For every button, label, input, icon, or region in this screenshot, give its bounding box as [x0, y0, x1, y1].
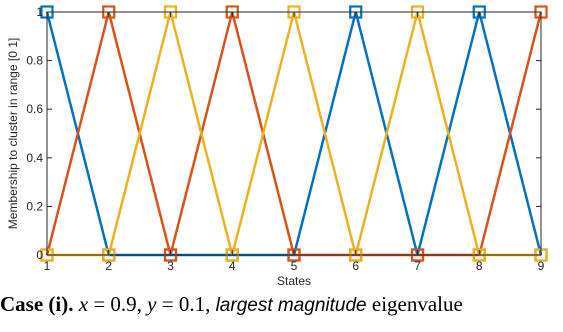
- caption-emphasis: largest magnitude: [215, 295, 367, 316]
- axes-layer: 1 2 3 4 5 6 7 8 9 0 0.2 0.4 0.6 0.8 1: [26, 5, 544, 273]
- y-tick-label: 0.6: [26, 102, 43, 116]
- caption-x-variable: x: [78, 292, 89, 316]
- y-tick-label: 0: [36, 248, 43, 262]
- y-tick-label: 0.8: [26, 54, 43, 68]
- x-tick-label: 1: [44, 259, 51, 273]
- y-axis-label: Membership to cluster in range [0 1]: [6, 38, 20, 229]
- x-tick-label: 3: [167, 259, 174, 273]
- x-tick-label: 9: [538, 259, 545, 273]
- x-tick-label: 8: [476, 259, 483, 273]
- y-tick-label: 1: [36, 5, 43, 19]
- y-tick-label: 0.4: [26, 151, 43, 165]
- membership-chart: 1 2 3 4 5 6 7 8 9 0 0.2 0.4 0.6 0.8 1 States Membershi…: [6, 5, 548, 288]
- plot-background: [47, 12, 541, 255]
- caption-y-value: = 0.1,: [156, 292, 211, 316]
- plot-area: [47, 12, 541, 255]
- x-tick-label: 7: [414, 259, 421, 273]
- caption-tail: eigenvalue: [366, 292, 463, 316]
- caption-lead: Case (i).: [0, 292, 74, 316]
- x-tick-label: 5: [291, 259, 298, 273]
- x-tick-label: 4: [229, 259, 236, 273]
- figure-caption: Case (i). x = 0.9, y = 0.1, largest magn…: [0, 292, 563, 317]
- x-tick-label: 6: [352, 259, 359, 273]
- caption-y-variable: y: [147, 292, 157, 316]
- x-tick-label: 2: [105, 259, 112, 273]
- x-axis-label: States: [277, 274, 311, 288]
- y-tick-label: 0.2: [26, 199, 43, 213]
- caption-x-value: = 0.9,: [88, 292, 142, 316]
